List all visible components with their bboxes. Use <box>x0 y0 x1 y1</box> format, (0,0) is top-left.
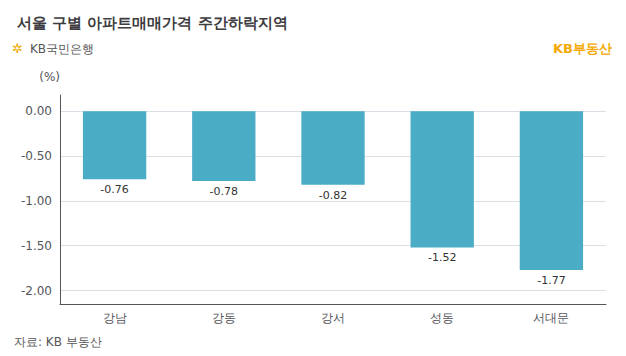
svg-text:자료: KB 부동산: 자료: KB 부동산 <box>14 335 102 349</box>
svg-text:-1.77: -1.77 <box>537 274 565 287</box>
svg-text:(%): (%) <box>39 70 60 84</box>
svg-text:서대문: 서대문 <box>533 311 569 325</box>
svg-text:-2.00: -2.00 <box>21 284 52 298</box>
svg-text:-1.52: -1.52 <box>428 251 456 264</box>
svg-text:-0.78: -0.78 <box>210 185 238 198</box>
svg-text:-0.50: -0.50 <box>21 149 52 163</box>
svg-text:-0.82: -0.82 <box>319 189 347 202</box>
svg-text:✲: ✲ <box>12 41 23 56</box>
svg-text:KB부동산: KB부동산 <box>553 41 612 56</box>
svg-text:KB국민은행: KB국민은행 <box>30 42 94 56</box>
svg-text:성동: 성동 <box>430 311 454 325</box>
svg-text:강동: 강동 <box>212 311 236 325</box>
svg-text:-0.76: -0.76 <box>100 183 128 196</box>
svg-text:강서: 강서 <box>321 311 345 325</box>
svg-text:강남: 강남 <box>103 311 127 325</box>
svg-text:0.00: 0.00 <box>25 104 52 118</box>
svg-text:서울 구별 아파트매매가격 주간하락지역: 서울 구별 아파트매매가격 주간하락지역 <box>17 14 288 32</box>
svg-text:-1.00: -1.00 <box>21 194 52 208</box>
svg-text:-1.50: -1.50 <box>21 239 52 253</box>
